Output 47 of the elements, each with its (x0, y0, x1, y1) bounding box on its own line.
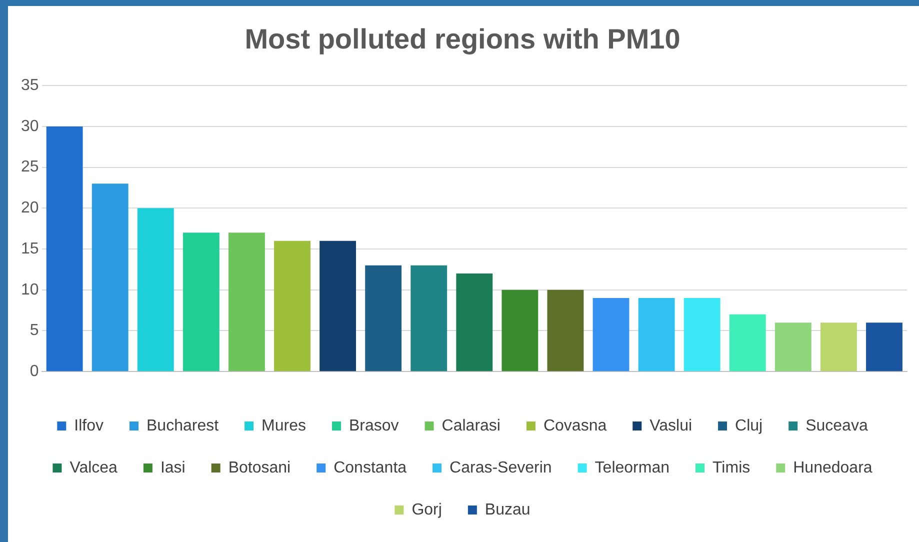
legend-label: Iasi (160, 459, 186, 476)
legend-label: Bucharest (146, 417, 220, 434)
legend-label: Botosani (228, 459, 291, 476)
legend-label: Cluj (735, 417, 763, 434)
legend-label: Gorj (412, 501, 442, 518)
bar (774, 322, 812, 372)
bar (866, 322, 902, 372)
legend-label: Ilfov (74, 417, 104, 434)
legend-label: Brasov (348, 417, 399, 434)
bar (592, 298, 630, 372)
legend-label: Constanta (334, 459, 407, 476)
y-tick-label: 0 (30, 363, 39, 380)
bar (92, 184, 128, 372)
bar (182, 232, 220, 372)
y-tick-label: 10 (21, 281, 39, 298)
bar (547, 290, 584, 372)
bar (820, 322, 857, 372)
bar (729, 314, 766, 372)
legend-label: Calarasi (442, 417, 500, 434)
bar (320, 240, 356, 372)
legend-label: Mures (262, 417, 306, 434)
y-tick-label: 25 (21, 158, 39, 176)
y-tick-label: 15 (21, 240, 39, 258)
chart-title: Most polluted regions with PM10 (244, 24, 680, 55)
legend-label: Covasna (543, 417, 607, 434)
bar (365, 265, 402, 372)
y-tick-label: 20 (21, 200, 39, 217)
bar (684, 298, 720, 372)
legend-label: Valcea (70, 459, 118, 476)
legend-label: Suceava (806, 417, 868, 434)
bar (228, 232, 265, 372)
bar (46, 126, 83, 372)
legend-label: Teleorman (594, 459, 670, 476)
bar (502, 290, 538, 372)
bar (410, 265, 448, 372)
bar (274, 240, 310, 372)
y-tick-label: 5 (30, 322, 39, 340)
legend-label: Hunedoara (793, 459, 872, 476)
y-tick-label: 30 (21, 118, 39, 135)
legend-label: Caras-Severin (450, 459, 552, 476)
legend-label: Buzau (484, 501, 530, 518)
legend-label: Vaslui (650, 417, 692, 434)
legend-label: Timis (712, 459, 750, 476)
bar (638, 298, 675, 372)
y-tick-label: 35 (21, 77, 39, 94)
bar (456, 274, 493, 372)
bar (137, 208, 174, 372)
